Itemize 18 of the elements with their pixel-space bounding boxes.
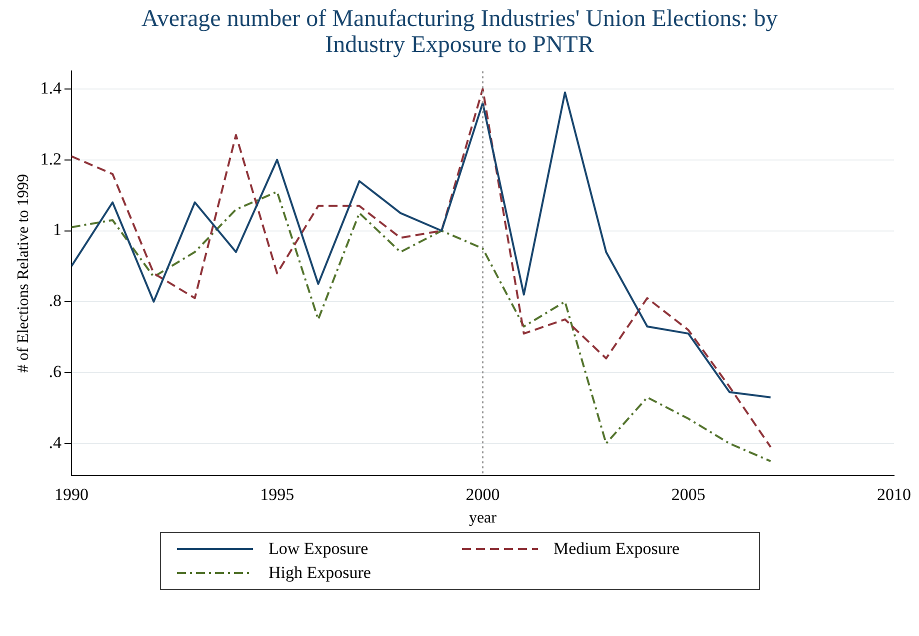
line-series <box>71 190 772 462</box>
legend-label: Medium Exposure <box>554 539 680 559</box>
y-axis-title: # of Elections Relative to 1999 <box>14 174 32 373</box>
x-tick-label: 2000 <box>466 485 500 504</box>
legend-label: Low Exposure <box>268 539 368 559</box>
legend-label: High Exposure <box>268 563 371 583</box>
x-tick-label: 2010 <box>877 485 911 504</box>
chart-title: Average number of Manufacturing Industries' Union Elections: by Industry Exposure to PNTR <box>140 6 779 58</box>
y-tick-label: 1.2 <box>40 149 62 168</box>
y-tick-label: 1.4 <box>40 78 62 98</box>
y-tick-label: .6 <box>48 362 62 382</box>
x-tick-label: 1990 <box>54 485 88 504</box>
y-tick-label: 1 <box>52 220 62 240</box>
y-tick-label: .8 <box>48 291 62 310</box>
x-tick-label: 1995 <box>260 485 294 504</box>
x-axis-title: year <box>468 510 498 527</box>
x-tick-label: 2005 <box>671 485 706 504</box>
y-tick-label: .4 <box>48 432 62 452</box>
